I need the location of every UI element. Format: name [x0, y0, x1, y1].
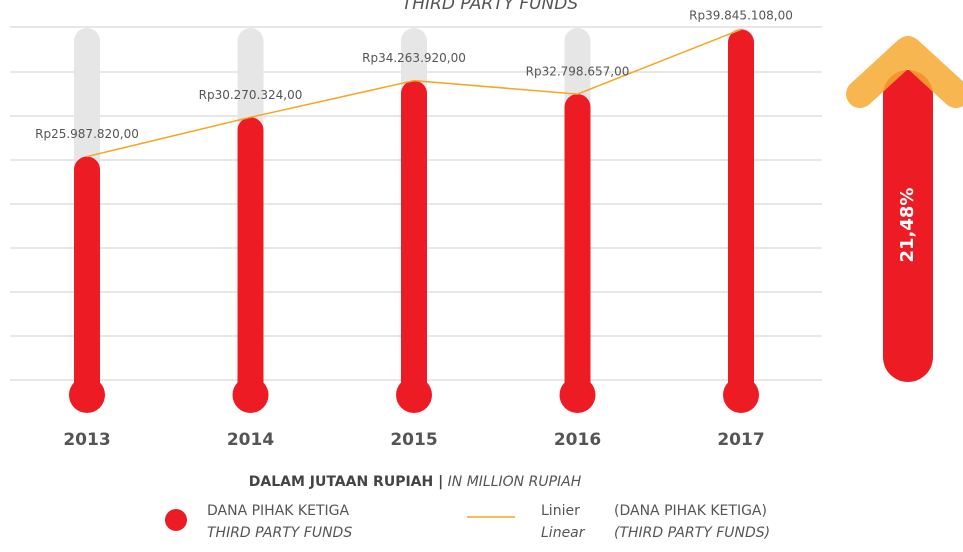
data-label: Rp25.987.820,00 [35, 127, 139, 141]
axis-label: DALAM JUTAAN RUPIAH | IN MILLION RUPIAH [249, 474, 582, 490]
legend-label-en: THIRD PARTY FUNDS [207, 525, 352, 541]
axis-label-en: IN MILLION RUPIAH [448, 474, 582, 490]
x-tick-label: 2017 [717, 430, 764, 450]
arrow-head [846, 36, 963, 108]
x-tick-label: 2014 [227, 430, 274, 450]
annotation: 21,48% [897, 188, 918, 263]
data-label: Rp39.845.108,00 [689, 9, 793, 23]
growth-arrow: 21,48% [846, 36, 963, 382]
bar-base [559, 377, 596, 413]
data-label: Rp32.798.657,00 [526, 65, 630, 79]
x-tick-label: 2015 [390, 430, 437, 450]
bar [401, 80, 427, 395]
bar-base [232, 377, 269, 413]
legend-label: DANA PIHAK KETIGA [207, 503, 349, 519]
bar-base [69, 377, 105, 413]
bar [74, 156, 100, 395]
legend-series: (DANA PIHAK KETIGA) [614, 503, 767, 519]
bar-base [723, 377, 759, 413]
bar [237, 117, 264, 395]
bar [728, 29, 754, 395]
legend-series-en: (THIRD PARTY FUNDS) [614, 525, 770, 541]
bar-base [396, 377, 432, 413]
chart-title: THIRD PARTY FUNDS [402, 0, 579, 14]
x-tick-label: 2016 [554, 430, 601, 450]
legend-label: Linier [541, 503, 580, 519]
data-label: Rp30.270.324,00 [199, 88, 303, 102]
legend-marker [165, 509, 187, 531]
arrow-body [883, 70, 933, 382]
bar [564, 94, 591, 395]
trend-line [86, 28, 742, 158]
axis-label-id: DALAM JUTAAN RUPIAH | [249, 474, 443, 490]
data-label: Rp34.263.920,00 [362, 51, 466, 65]
legend-label-en: Linear [541, 525, 586, 541]
x-tick-label: 2013 [63, 430, 110, 450]
